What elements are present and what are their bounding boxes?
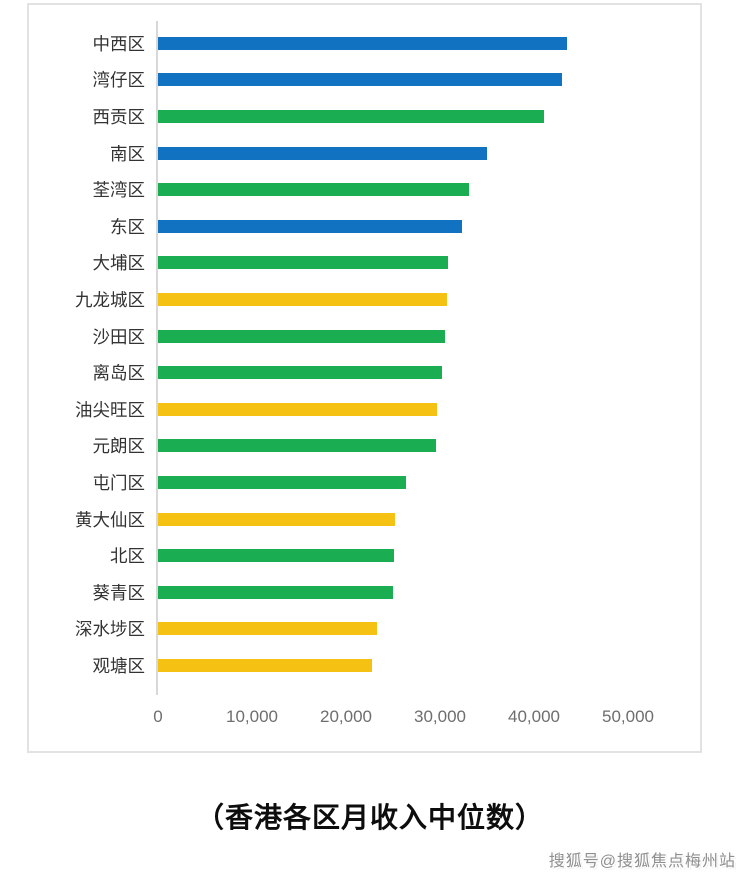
x-axis-tick-label: 10,000 [226,707,278,726]
category-label: 中西区 [92,33,146,54]
category-label: 屯门区 [92,472,146,493]
bar-track [156,428,700,465]
category-label: 湾仔区 [92,70,146,91]
category-label: 离岛区 [92,363,146,384]
bar-track [156,354,700,391]
chart-row: 深水埗区 [29,611,700,648]
bar-track [156,208,700,245]
bar-track [156,281,700,318]
category-label: 北区 [110,546,145,567]
chart-title: （香港各区月收入中位数） [195,802,544,833]
bar-rows: 中西区湾仔区西贡区南区荃湾区东区大埔区九龙城区沙田区离岛区油尖旺区元朗区屯门区黄… [29,25,700,684]
category-label: 大埔区 [92,253,146,274]
bar [156,73,563,87]
bar-track [156,464,700,501]
bar [156,512,395,526]
chart-row: 中西区 [29,25,700,62]
bar [156,146,487,160]
watermark-text: 搜狐号@搜狐焦点梅州站 [548,853,736,870]
bar [156,549,394,563]
chart-row: 元朗区 [29,428,700,465]
category-label: 深水埗区 [75,619,145,640]
x-axis-tick-label: 0 [153,707,163,726]
bar [156,658,373,672]
bar [156,292,448,306]
bar-track [156,98,700,135]
category-label: 油尖旺区 [75,399,145,420]
y-axis-line [156,21,158,695]
x-axis-tick-label: 30,000 [414,707,466,726]
bar-track [156,574,700,611]
category-label: 观塘区 [92,655,146,676]
category-label: 葵青区 [92,582,146,603]
bar-track [156,537,700,574]
chart-row: 荃湾区 [29,171,700,208]
chart-row: 大埔区 [29,245,700,282]
chart-row: 北区 [29,537,700,574]
chart-row: 南区 [29,135,700,172]
category-label: 荃湾区 [92,180,146,201]
category-label: 九龙城区 [75,289,145,310]
category-label: 南区 [110,143,145,164]
category-label: 东区 [110,216,145,237]
bar [156,329,445,343]
category-label: 沙田区 [92,326,146,347]
bar-track [156,62,700,99]
bar [156,402,438,416]
chart-row: 湾仔区 [29,62,700,99]
category-label: 黄大仙区 [75,509,145,530]
bar [156,366,442,380]
category-label: 元朗区 [92,436,146,457]
bar [156,36,567,50]
chart-row: 屯门区 [29,464,700,501]
bar [156,256,449,270]
chart-panel: 中西区湾仔区西贡区南区荃湾区东区大埔区九龙城区沙田区离岛区油尖旺区元朗区屯门区黄… [27,3,702,753]
chart-row: 葵青区 [29,574,700,611]
bar-track [156,318,700,355]
x-axis-tick-label: 50,000 [602,707,654,726]
bar [156,439,437,453]
chart-row: 东区 [29,208,700,245]
bar-track [156,25,700,62]
bar-track [156,501,700,538]
chart-row: 油尖旺区 [29,391,700,428]
chart-row: 黄大仙区 [29,501,700,538]
bar [156,109,545,123]
bar-track [156,245,700,282]
bar-track [156,647,700,684]
bar-track [156,171,700,208]
chart-row: 西贡区 [29,98,700,135]
x-axis: 0 10,000 20,000 30,000 40,000 50,000 [153,707,700,733]
bar-track [156,611,700,648]
bar [156,622,377,636]
chart-row: 离岛区 [29,354,700,391]
bar [156,183,470,197]
chart-row: 观塘区 [29,647,700,684]
bar-track [156,391,700,428]
category-label: 西贡区 [92,106,146,127]
x-axis-tick-label: 20,000 [320,707,372,726]
bar-track [156,135,700,172]
bar [156,219,462,233]
chart-row: 沙田区 [29,318,700,355]
x-axis-tick-label: 40,000 [508,707,560,726]
chart-row: 九龙城区 [29,281,700,318]
bar [156,585,393,599]
bar [156,475,407,489]
